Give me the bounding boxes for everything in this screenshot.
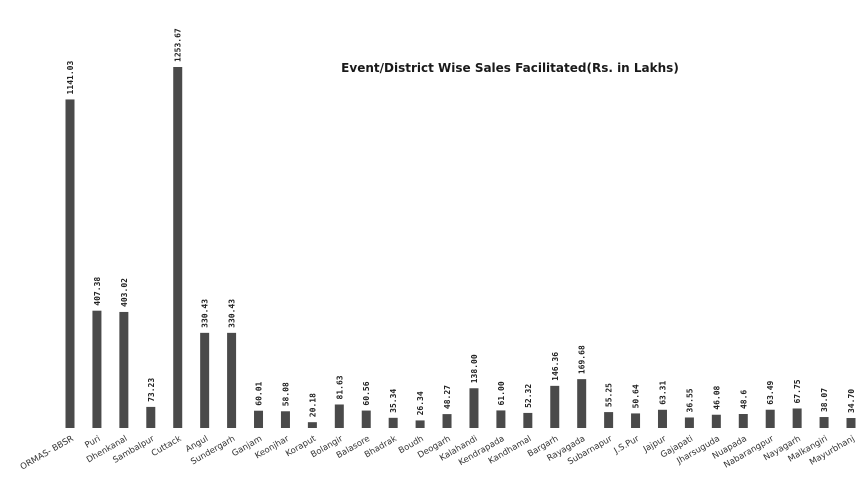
bar-12	[388, 417, 398, 428]
value-label-26: 63.49	[766, 380, 775, 404]
value-label-7: 60.01	[255, 381, 264, 405]
bar-7	[254, 410, 264, 428]
bar-2	[119, 311, 129, 428]
bar-0	[65, 99, 75, 428]
bar-11	[361, 410, 371, 428]
value-label-28: 38.07	[820, 388, 829, 412]
bar-25	[738, 414, 748, 428]
bar-10	[334, 404, 344, 428]
bar-4	[173, 67, 183, 428]
bar-17	[523, 412, 533, 428]
value-label-9: 20.18	[308, 393, 317, 417]
bar-27	[792, 408, 802, 428]
value-label-13: 26.34	[416, 391, 425, 415]
value-label-29: 34.70	[847, 389, 856, 413]
value-label-11: 60.56	[362, 381, 371, 405]
value-label-24: 46.08	[712, 385, 721, 409]
chart-title: Event/District Wise Sales Facilitated(Rs…	[341, 61, 679, 75]
bar-13	[415, 420, 425, 428]
bar-9	[307, 422, 317, 428]
value-label-3: 73.23	[147, 378, 156, 402]
value-label-1: 407.38	[93, 277, 102, 306]
bars-layer	[65, 67, 856, 428]
value-label-22: 63.31	[658, 381, 667, 405]
value-label-4: 1253.67	[174, 28, 183, 62]
value-label-18: 146.36	[551, 352, 560, 381]
value-label-10: 81.63	[335, 375, 344, 399]
bar-22	[657, 409, 667, 428]
bar-3	[146, 406, 156, 428]
value-label-6: 330.43	[228, 299, 237, 328]
value-label-20: 55.25	[605, 383, 614, 407]
bar-18	[550, 385, 560, 428]
value-label-0: 1141.03	[66, 61, 75, 95]
value-label-17: 52.32	[524, 384, 533, 408]
bar-19	[577, 379, 587, 428]
value-label-15: 138.00	[470, 354, 479, 383]
bar-21	[631, 413, 641, 428]
bar-1	[92, 310, 102, 428]
bar-6	[227, 332, 237, 428]
bar-28	[819, 417, 829, 428]
value-label-23: 36.55	[685, 388, 694, 412]
bar-26	[765, 409, 775, 428]
value-label-27: 67.75	[793, 379, 802, 403]
value-label-21: 50.64	[632, 384, 641, 408]
bar-23	[684, 417, 694, 428]
tick-label-4: Cuttack	[150, 434, 183, 459]
value-label-2: 403.02	[120, 278, 129, 307]
value-label-12: 35.34	[389, 389, 398, 413]
tick-label-21: J.S.Pur	[612, 434, 642, 457]
bar-29	[846, 418, 856, 428]
value-label-19: 169.68	[578, 345, 587, 374]
bar-24	[711, 414, 721, 428]
tick-label-0: ORMAS- BBSR	[19, 434, 76, 473]
value-label-14: 48.27	[443, 385, 452, 409]
value-labels-layer: 1141.03 407.38 403.02 73.23 1253.67 330.43 330…	[66, 28, 856, 417]
bar-15	[469, 388, 479, 428]
tick-labels-layer: ORMAS- BBSR PuriDhenkanalSambalpurCuttack…	[19, 434, 857, 473]
bar-16	[496, 410, 506, 428]
bar-8	[280, 411, 290, 428]
bar-14	[442, 414, 452, 428]
value-label-8: 58.08	[281, 382, 290, 406]
value-label-25: 48.6	[739, 390, 748, 409]
bar-5	[200, 332, 210, 428]
bar-20	[604, 412, 614, 428]
value-label-5: 330.43	[201, 299, 210, 328]
value-label-16: 61.00	[497, 381, 506, 405]
